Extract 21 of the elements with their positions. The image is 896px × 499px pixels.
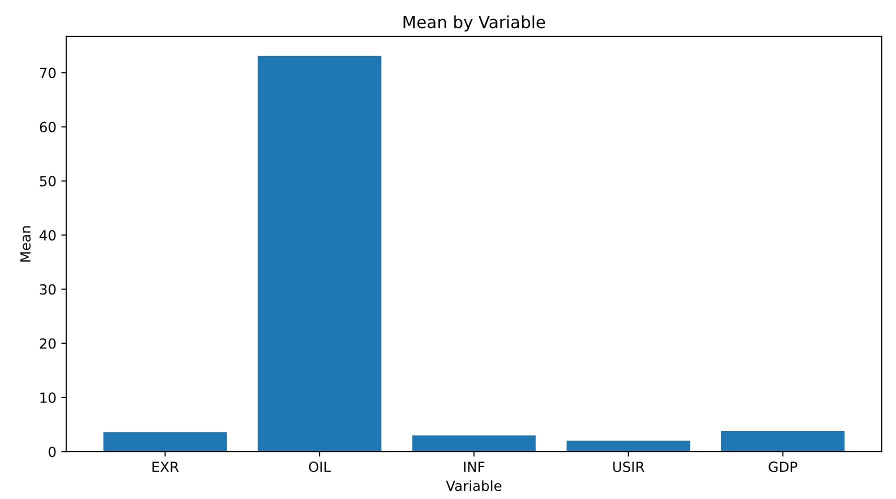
- bar: [258, 56, 382, 452]
- bar: [412, 435, 536, 452]
- y-tick-label: 30: [40, 284, 56, 295]
- y-tick-label: 50: [40, 176, 56, 186]
- bar: [103, 432, 227, 452]
- y-tick-label: 70: [40, 68, 56, 78]
- x-tick-label: USIR: [613, 462, 644, 472]
- x-axis-title: Variable: [446, 480, 502, 492]
- y-tick-label: 0: [48, 446, 56, 458]
- x-tick-label: INF: [464, 462, 484, 472]
- chart-title: Mean by Variable: [404, 15, 546, 32]
- x-tick-label: GDP: [768, 462, 798, 472]
- bar: [566, 440, 690, 452]
- x-tick-label: OIL: [308, 462, 331, 472]
- y-tick-label: 60: [40, 122, 56, 132]
- y-tick-label: 10: [40, 392, 56, 403]
- x-tick-label: EXR: [152, 462, 179, 472]
- y-tick-label: 40: [40, 230, 56, 241]
- y-axis-title: Mean: [20, 226, 31, 262]
- y-tick-label: 20: [40, 338, 56, 349]
- bar: [721, 431, 845, 452]
